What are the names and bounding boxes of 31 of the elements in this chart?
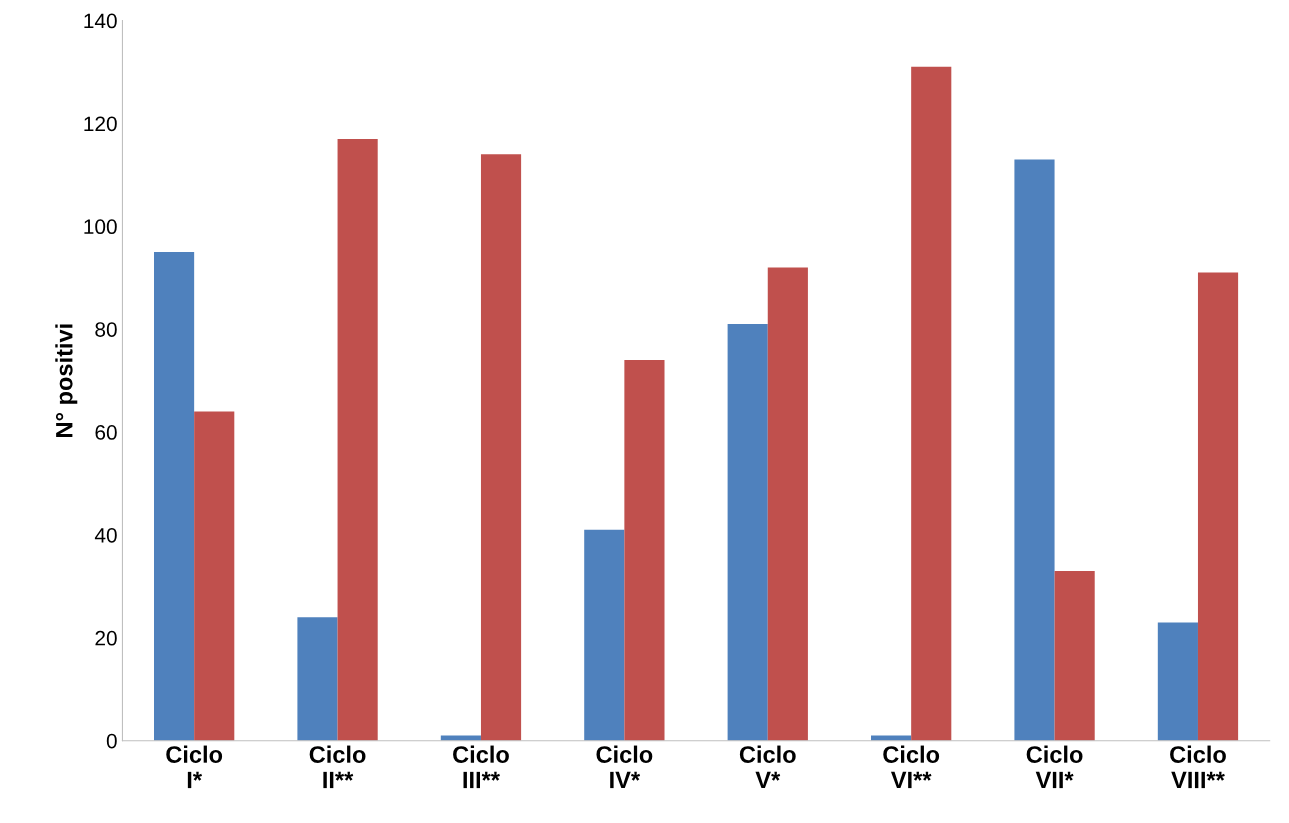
y-tick-label: 0 bbox=[106, 733, 117, 749]
y-tick-label: 80 bbox=[95, 322, 117, 337]
y-tick-label: 120 bbox=[84, 116, 117, 132]
bar bbox=[1197, 272, 1239, 741]
x-tick-label: Ciclo VII* bbox=[1026, 745, 1083, 789]
bar bbox=[767, 267, 808, 741]
x-tick-label: Ciclo VI** bbox=[883, 745, 940, 789]
x-tick-label: Ciclo II** bbox=[309, 745, 366, 789]
bar bbox=[584, 529, 625, 741]
y-tick-label: 40 bbox=[94, 527, 117, 543]
x-tick-label: Ciclo VIII** bbox=[1170, 745, 1226, 789]
bar bbox=[1054, 570, 1095, 741]
y-tick-label: 60 bbox=[95, 425, 117, 440]
x-tick-label: Ciclo I* bbox=[166, 745, 223, 789]
bar bbox=[337, 138, 378, 741]
bar bbox=[480, 154, 522, 741]
bar bbox=[624, 360, 665, 741]
bar bbox=[297, 617, 338, 741]
x-tick-label: Ciclo IV* bbox=[596, 745, 653, 789]
bar bbox=[727, 324, 768, 741]
y-axis-title: N° positivi bbox=[55, 324, 78, 437]
y-tick-label: 20 bbox=[95, 630, 117, 646]
y-tick-label: 140 bbox=[84, 13, 117, 29]
bar bbox=[1014, 159, 1055, 741]
x-tick-label: Ciclo V* bbox=[739, 745, 796, 789]
bar bbox=[154, 252, 195, 741]
bar bbox=[194, 411, 235, 741]
y-tick-label: 100 bbox=[84, 219, 117, 235]
bar bbox=[911, 66, 952, 741]
bar bbox=[1157, 622, 1198, 741]
x-tick-label: Ciclo III** bbox=[453, 745, 509, 789]
